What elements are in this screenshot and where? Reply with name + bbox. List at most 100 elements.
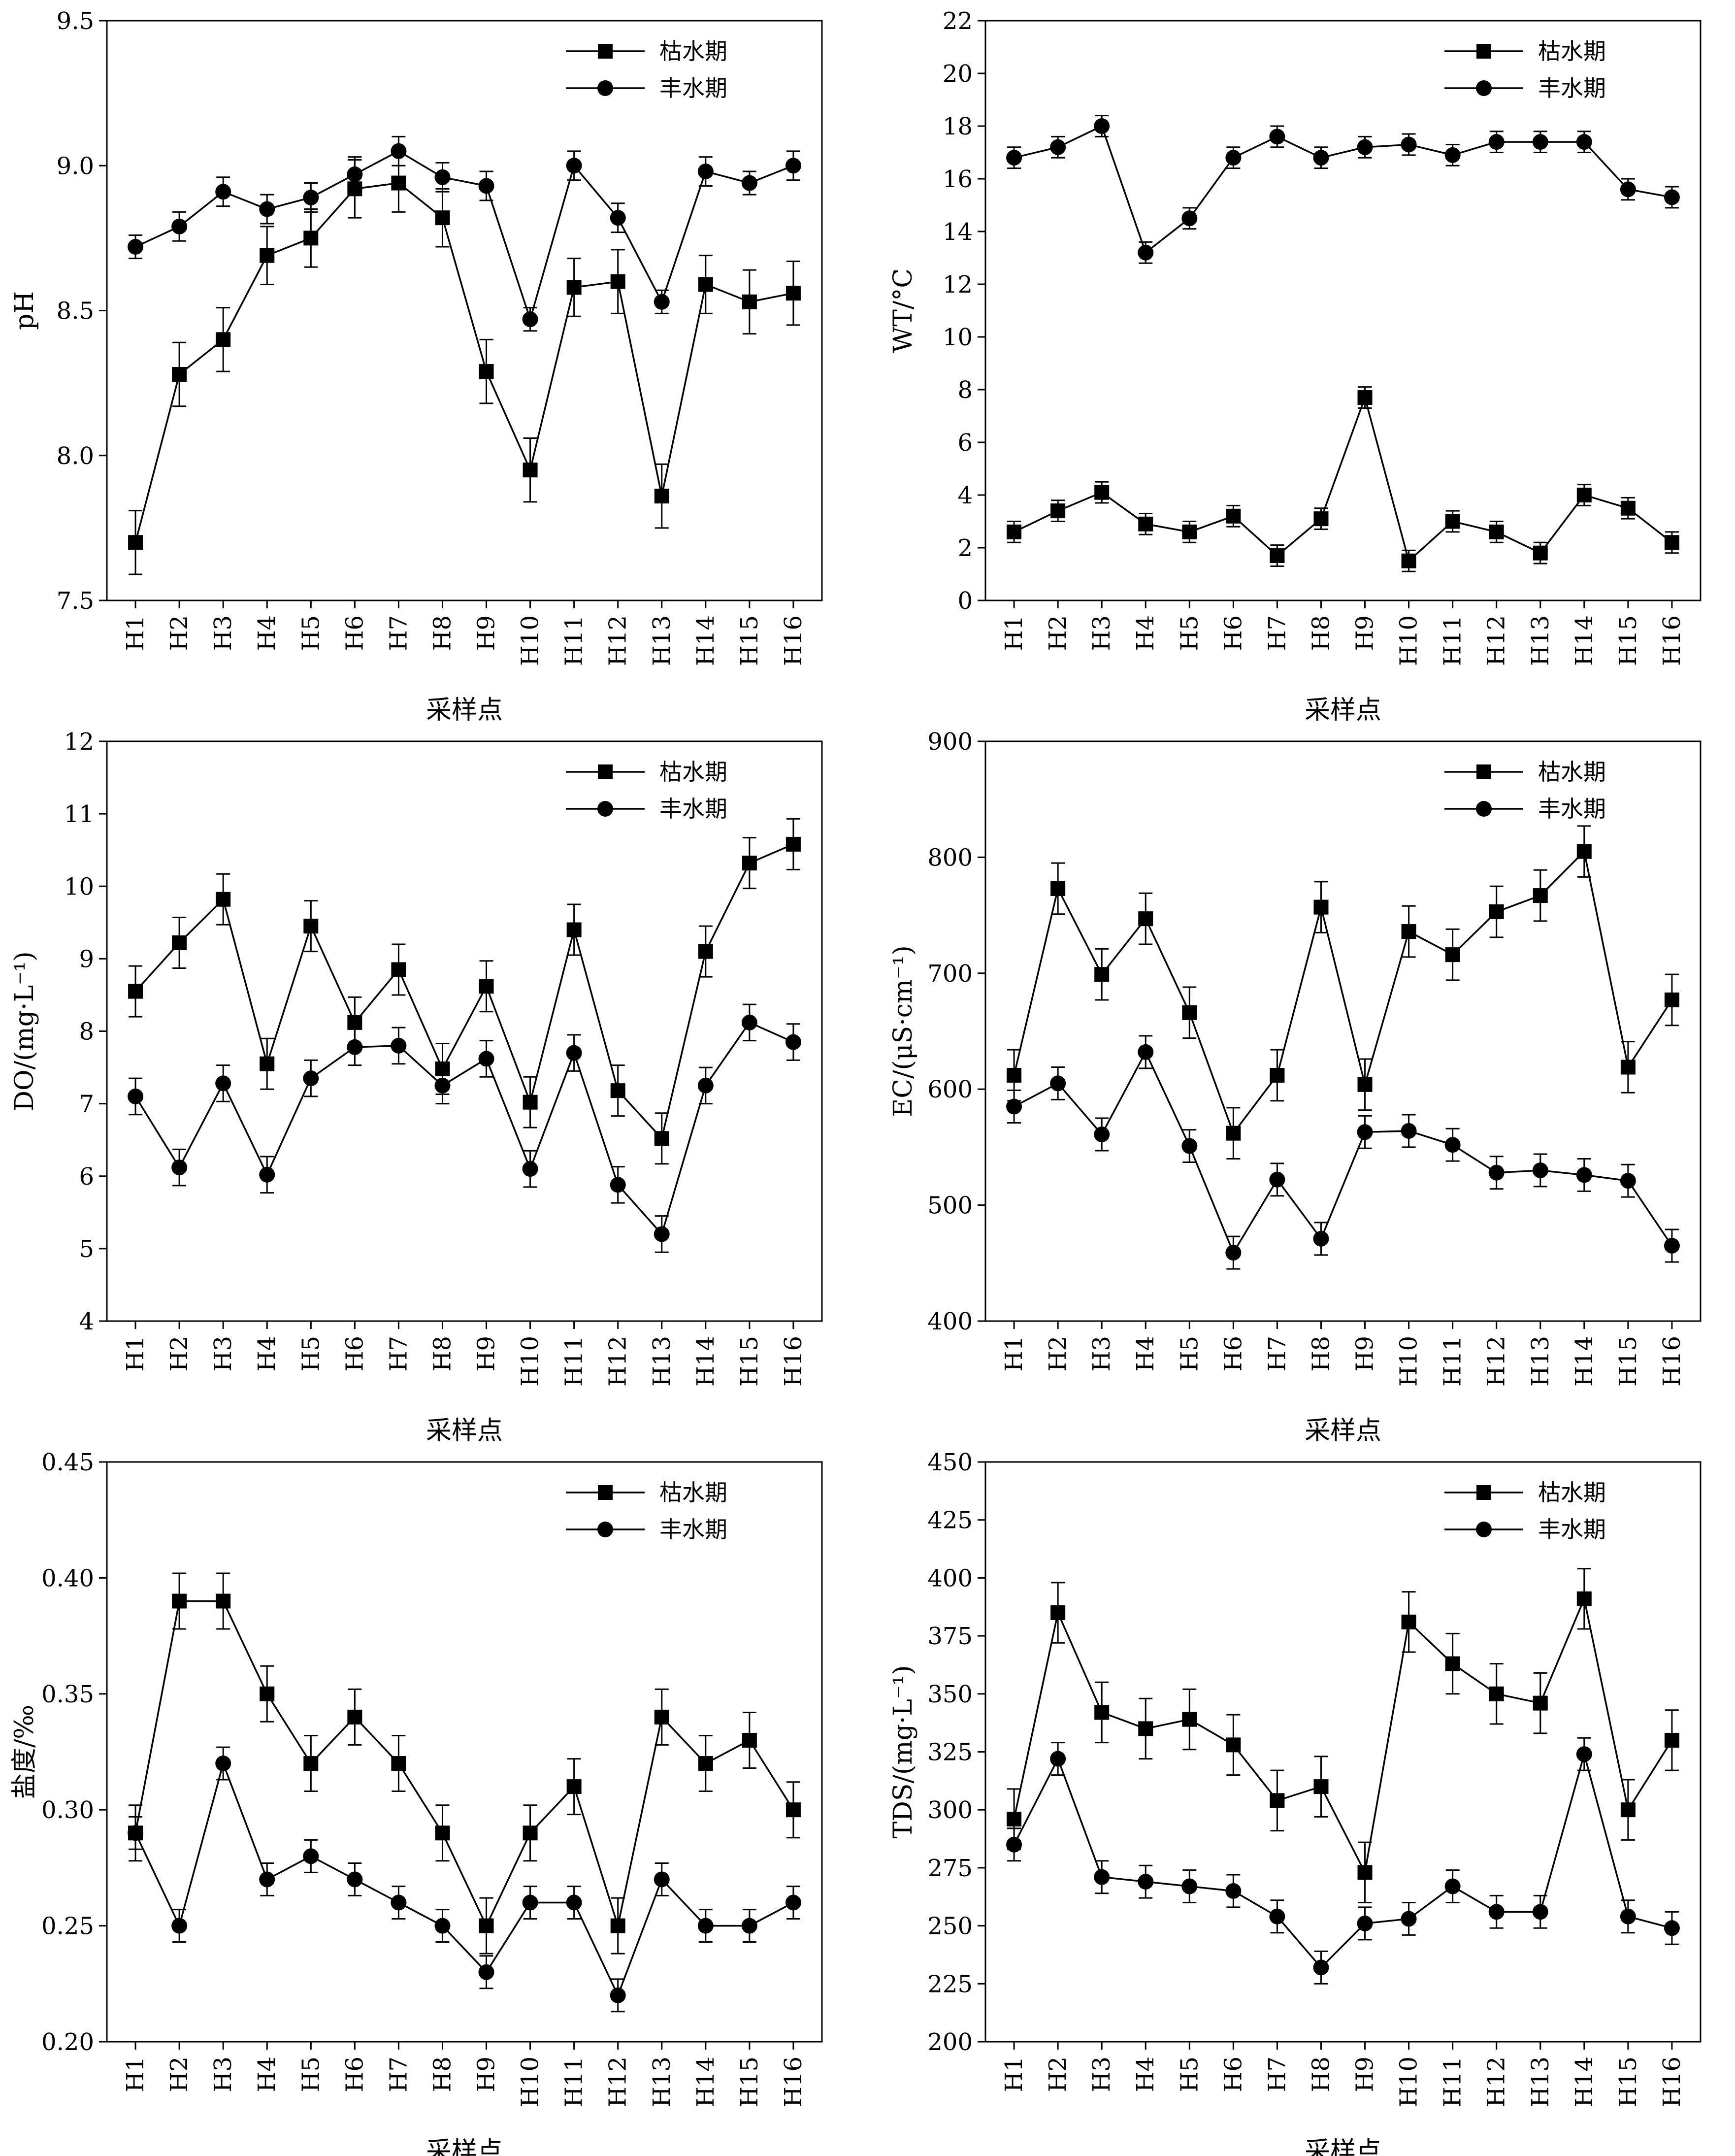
data-point xyxy=(785,1894,801,1911)
y-tick-label: 325 xyxy=(927,1739,973,1766)
x-tick-label: H9 xyxy=(1351,615,1379,651)
data-point xyxy=(1488,1164,1505,1181)
data-point xyxy=(434,169,451,185)
y-tick-label: 4 xyxy=(957,482,973,509)
x-tick-label: H7 xyxy=(1263,2056,1291,2092)
data-point xyxy=(391,1756,406,1771)
legend-marker xyxy=(1476,80,1492,96)
x-tick-label: H2 xyxy=(1044,1336,1072,1371)
data-point xyxy=(741,1918,757,1934)
legend-marker xyxy=(1476,1522,1492,1537)
x-tick-label: H4 xyxy=(253,2056,281,2092)
y-tick-label: 700 xyxy=(927,960,973,988)
chart-panel-3: 4 5 6 7 8 9 10 11 12 H1 H2 H3 H4 H5 H6 H7 H8 H9 H10 H11 H12 H… xyxy=(10,728,823,1446)
data-point xyxy=(260,1056,275,1071)
data-point xyxy=(1576,1746,1592,1762)
x-tick-label: H2 xyxy=(1044,2056,1072,2092)
x-tick-label: H14 xyxy=(1571,1336,1598,1387)
y-tick-label: 5 xyxy=(79,1235,94,1263)
x-tick-label: H13 xyxy=(1527,1336,1554,1387)
data-point xyxy=(1313,150,1329,166)
x-tick-label: H3 xyxy=(209,1336,237,1371)
chart-panel-4: 400 500 600 700 800 900 H1 H2 H3 H4 H5 H6 H7 H8 H9 H10 H… xyxy=(888,728,1702,1446)
x-tick-label: H14 xyxy=(692,1336,720,1387)
data-point xyxy=(1401,553,1416,568)
x-tick-label: H14 xyxy=(692,2056,720,2107)
x-tick-label: H6 xyxy=(341,1336,368,1371)
data-point xyxy=(479,364,494,379)
y-tick-label: 6 xyxy=(957,429,973,457)
data-point xyxy=(1444,147,1461,163)
data-point xyxy=(523,1825,538,1841)
x-tick-label: H11 xyxy=(560,1336,588,1387)
legend-label: 丰水期 xyxy=(1538,796,1606,822)
y-tick-label: 8.5 xyxy=(57,298,94,325)
y-tick-label: 9 xyxy=(79,945,94,973)
data-point xyxy=(654,489,669,504)
x-tick-label: H16 xyxy=(1658,1336,1686,1387)
x-tick-label: H4 xyxy=(253,615,281,651)
data-point xyxy=(654,1131,669,1146)
data-point xyxy=(1138,1721,1153,1736)
legend-label: 枯水期 xyxy=(659,1479,727,1506)
x-tick-label: H9 xyxy=(473,1336,500,1371)
data-point xyxy=(1620,1802,1636,1818)
series-wet-season xyxy=(1006,115,1680,264)
legend-label: 枯水期 xyxy=(1538,38,1606,65)
data-point xyxy=(1182,1712,1197,1727)
data-point xyxy=(1664,189,1680,205)
data-point xyxy=(303,1070,319,1087)
data-point xyxy=(1664,1732,1679,1748)
x-tick-label: H6 xyxy=(1219,2056,1247,2092)
x-tick-label: H2 xyxy=(165,1336,193,1371)
series-line xyxy=(1014,395,1672,563)
data-point xyxy=(260,248,275,263)
x-axis-title: 采样点 xyxy=(1305,696,1381,725)
x-tick-label: H9 xyxy=(1351,1336,1379,1371)
data-point xyxy=(1138,244,1154,261)
data-point xyxy=(1445,947,1460,962)
data-point xyxy=(1620,500,1636,516)
data-point xyxy=(1270,548,1285,564)
series-dry-season xyxy=(1007,386,1679,572)
legend-marker xyxy=(1476,1485,1491,1500)
y-tick-label: 450 xyxy=(927,1449,973,1476)
data-point xyxy=(171,218,188,234)
data-point xyxy=(216,892,231,907)
data-point xyxy=(1094,1705,1110,1720)
y-axis-title: TDS/(mg·L⁻¹) xyxy=(888,1665,918,1838)
x-tick-label: H12 xyxy=(1483,2056,1510,2107)
x-tick-label: H1 xyxy=(122,2056,149,2092)
x-tick-label: H1 xyxy=(1000,2056,1028,2092)
data-point xyxy=(1138,1044,1154,1060)
x-tick-label: H16 xyxy=(1658,615,1686,666)
series-line xyxy=(134,182,794,543)
data-point xyxy=(478,1964,494,1980)
data-point xyxy=(303,1756,319,1771)
x-tick-label: H6 xyxy=(341,615,368,651)
x-tick-label: H12 xyxy=(604,1336,632,1387)
x-tick-label: H10 xyxy=(1395,2056,1423,2107)
y-tick-label: 22 xyxy=(943,7,973,35)
x-axis-title: 采样点 xyxy=(426,1416,503,1446)
x-tick-label: H11 xyxy=(1439,2056,1467,2107)
x-tick-label: H16 xyxy=(780,2056,807,2107)
x-tick-label: H14 xyxy=(692,615,720,666)
data-point xyxy=(347,1871,363,1888)
x-axis-title: 采样点 xyxy=(426,2137,503,2156)
data-point xyxy=(1050,503,1066,519)
data-point xyxy=(1357,1077,1373,1092)
x-tick-label: H2 xyxy=(165,2056,193,2092)
data-point xyxy=(216,332,231,347)
data-point xyxy=(435,210,450,226)
x-tick-label: H8 xyxy=(1307,615,1335,651)
x-axis-title: 采样点 xyxy=(1305,2137,1381,2156)
x-axis-title: 采样点 xyxy=(1305,1416,1381,1446)
data-point xyxy=(523,1095,538,1110)
data-point xyxy=(654,1226,670,1242)
y-tick-label: 4 xyxy=(79,1308,94,1335)
x-tick-label: H13 xyxy=(648,2056,676,2107)
legend-marker xyxy=(598,764,613,779)
data-point xyxy=(1226,508,1241,524)
data-point xyxy=(347,1709,362,1725)
